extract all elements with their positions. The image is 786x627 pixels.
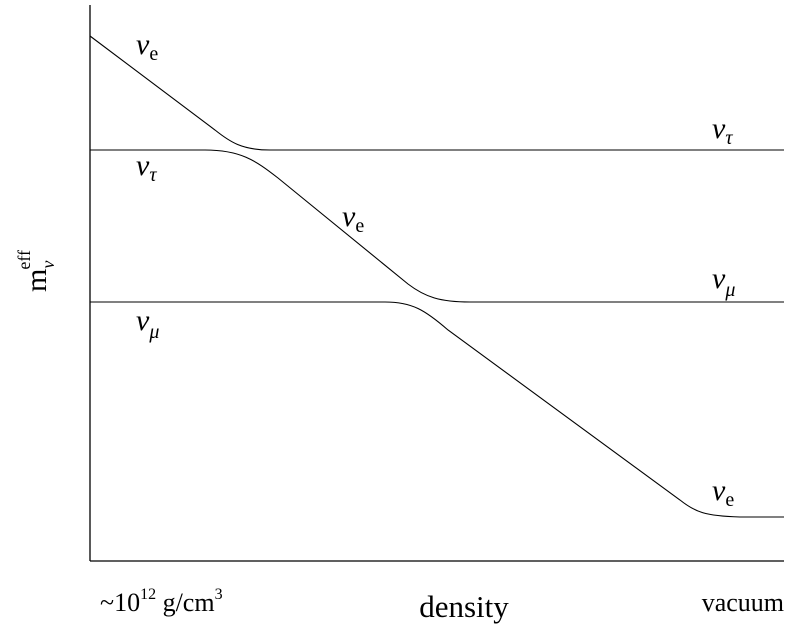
upper-curve [89, 35, 784, 151]
label-nu-e-middle: νe [342, 200, 364, 237]
lower-curve [90, 301, 784, 518]
x-right-label: vacuum [702, 588, 784, 617]
y-axis-label: mνeff [14, 250, 58, 292]
label-nu-tau-right: ντ [712, 112, 733, 149]
label-nu-tau-left: ντ [136, 149, 157, 186]
x-left-label: ~1012 g/cm3 [100, 586, 223, 617]
label-nu-mu-left: νμ [136, 304, 159, 343]
label-nu-mu-right: νμ [712, 262, 735, 301]
y-label-superscript: eff [14, 250, 34, 270]
middle-curve [90, 149, 784, 303]
label-nu-e-top: νe [136, 28, 158, 65]
x-axis-label: density [419, 589, 509, 624]
y-label-base: m [20, 269, 53, 292]
label-nu-e-bottom: νe [712, 474, 734, 511]
y-label-subscript: ν [38, 261, 58, 269]
